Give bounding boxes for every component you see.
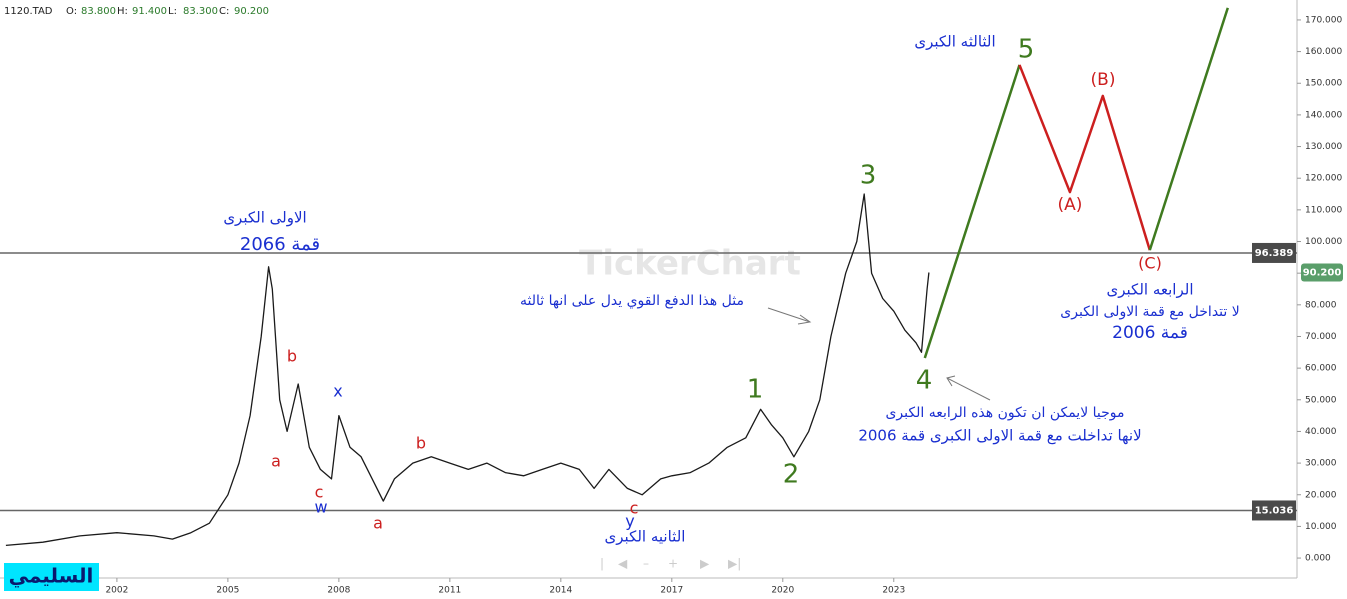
- wave-projection: [923, 64, 1021, 359]
- y-tick-label: 20.000: [1305, 490, 1337, 500]
- y-tick-label: 60.000: [1305, 364, 1337, 374]
- annotation: x: [333, 382, 342, 401]
- price-line: [5, 193, 930, 547]
- annotation: b: [416, 434, 426, 453]
- y-tick-label: 50.000: [1305, 395, 1337, 405]
- y-tick-label: 70.000: [1305, 332, 1337, 342]
- x-tick-label: 2017: [660, 586, 683, 596]
- annotation: الاولى الكبرى: [223, 209, 306, 227]
- x-tick-label: 2023: [882, 586, 905, 596]
- x-tick-label: 2005: [216, 586, 239, 596]
- nav-end[interactable]: ▶|: [728, 557, 741, 571]
- ohlc-key: H:: [117, 6, 128, 17]
- annotation: الثانيه الكبرى: [605, 528, 686, 546]
- ohlc-value: 83.800: [81, 6, 116, 17]
- annotation: 5: [1018, 35, 1035, 65]
- annotation: (C): [1138, 254, 1162, 273]
- x-tick-label: 2002: [105, 586, 128, 596]
- annotation: c: [315, 483, 324, 502]
- y-tick-label: 100.000: [1305, 237, 1342, 247]
- ohlc-key: L:: [168, 6, 177, 17]
- annotation: الرابعه الكبرى: [1107, 281, 1194, 299]
- nav-zoom-in[interactable]: +: [668, 557, 678, 571]
- nav-zoom-out[interactable]: –: [643, 557, 649, 571]
- arrow-head: [946, 375, 956, 387]
- y-tick-label: 0.000: [1305, 554, 1331, 564]
- y-tick-label: 160.000: [1305, 47, 1342, 57]
- arrow-head: [797, 314, 812, 325]
- ohlc-key: O:: [66, 6, 77, 17]
- arrow: [767, 307, 811, 323]
- level-label: 15.036: [1255, 505, 1294, 516]
- annotation: لا تتداخل مع قمة الاولى الكبرى: [1060, 304, 1239, 320]
- level-label: 96.389: [1255, 248, 1294, 259]
- last-price-box: [1301, 263, 1343, 282]
- level-label-box: [1252, 242, 1296, 263]
- y-tick-label: 120.000: [1305, 174, 1342, 184]
- arrow: [946, 377, 991, 401]
- annotation: 3: [860, 161, 877, 191]
- symbol: 1120.TAD: [4, 6, 53, 17]
- annotation: مثل هذا الدفع القوي يدل على انها ثالثه: [520, 293, 744, 309]
- badge: السليمي: [9, 564, 94, 589]
- ohlc-key: C:: [219, 6, 229, 17]
- annotation: c: [630, 499, 639, 518]
- last-price-label: 90.200: [1303, 268, 1342, 279]
- x-tick-label: 2008: [327, 586, 350, 596]
- annotation: (A): [1058, 195, 1083, 215]
- annotation: لانها تداخلت مع قمة الاولى الكبرى قمة 20…: [858, 427, 1141, 445]
- annotation: 4: [916, 366, 933, 396]
- annotation: w: [314, 498, 327, 517]
- annotation: (B): [1091, 70, 1116, 90]
- wave-projection: [1148, 7, 1229, 251]
- nav-right[interactable]: ▶: [700, 557, 710, 571]
- nav-left[interactable]: ◀: [618, 557, 628, 571]
- watermark: TickerChart: [579, 244, 801, 284]
- y-tick-label: 130.000: [1305, 142, 1342, 152]
- x-tick-label: 2014: [549, 586, 572, 596]
- annotation: b: [287, 347, 297, 366]
- annotation: 1: [747, 375, 764, 405]
- badge-box: [4, 563, 99, 591]
- y-tick-label: 150.000: [1305, 79, 1342, 89]
- annotation: a: [271, 452, 281, 471]
- price-axis: [1297, 0, 1347, 599]
- y-tick-label: 80.000: [1305, 300, 1337, 310]
- ohlc-value: 90.200: [234, 6, 269, 17]
- annotation: موجيا لايمكن ان تكون هذه الرابعه الكبرى: [885, 405, 1124, 421]
- y-tick-label: 30.000: [1305, 459, 1337, 469]
- ohlc-value: 83.300: [183, 6, 218, 17]
- y-tick-label: 10.000: [1305, 522, 1337, 532]
- y-tick-label: 170.000: [1305, 15, 1342, 25]
- level-label-box: [1252, 500, 1296, 521]
- x-tick-label: 2020: [771, 586, 794, 596]
- nav-start[interactable]: |: [600, 557, 604, 571]
- annotation: y: [625, 512, 634, 531]
- ohlc-value: 91.400: [132, 6, 167, 17]
- annotation: a: [373, 514, 383, 533]
- y-tick-label: 140.000: [1305, 110, 1342, 120]
- annotation: قمة 2066: [240, 234, 320, 255]
- annotation: 2: [783, 460, 800, 490]
- y-tick-label: 40.000: [1305, 427, 1337, 437]
- annotation: قمة 2006: [1112, 323, 1188, 343]
- annotation: الثالثه الكبرى: [914, 33, 995, 51]
- y-tick-label: 110.000: [1305, 205, 1342, 215]
- wave-projection: [1018, 64, 1151, 251]
- x-tick-label: 2011: [438, 586, 461, 596]
- nav-controls[interactable]: | ◀ – + ▶ ▶|: [600, 557, 741, 571]
